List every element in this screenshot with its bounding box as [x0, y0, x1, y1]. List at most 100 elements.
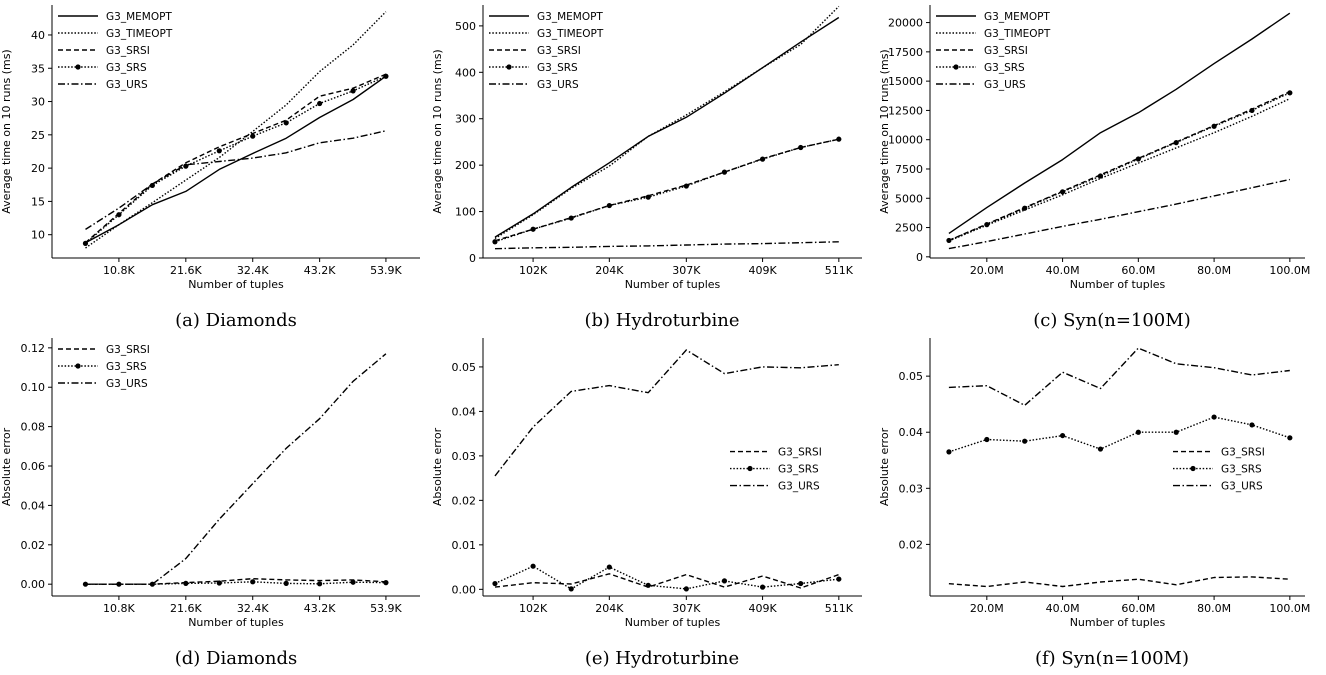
series-line-g3_memopt: [948, 12, 1291, 234]
x-tick-label: 409K: [748, 602, 777, 615]
data-point-g3_srs: [492, 580, 498, 587]
legend-label: G3_MEMOPT: [537, 11, 603, 23]
x-tick-label: 53.9K: [370, 602, 402, 615]
x-tick-label: 204K: [595, 264, 624, 277]
data-point-g3_srs: [1287, 90, 1293, 96]
x-tick-label: 100.0M: [1269, 264, 1310, 277]
legend-label: G3_URS: [106, 378, 148, 390]
x-tick-label: 307K: [672, 602, 701, 615]
y-tick-label: 7500: [895, 163, 923, 176]
data-point-g3_srs: [383, 73, 389, 79]
legend-label: G3_MEMOPT: [984, 11, 1050, 23]
y-tick-label: 200: [455, 159, 476, 172]
data-point-g3_srs: [1022, 438, 1028, 444]
legend-marker: [1190, 465, 1196, 472]
y-tick-label: 10: [31, 229, 45, 242]
y-tick-label: 0.00: [452, 583, 477, 596]
data-point-g3_srs: [984, 222, 990, 228]
y-tick-label: 0.02: [899, 538, 924, 551]
data-point-g3_srs: [721, 169, 728, 175]
panel-b: 0 100 200 300 400 500 102K 204K 307K 409K 511K Numb…: [431, 5, 862, 331]
y-tick-label: 20000: [888, 17, 923, 30]
panel-caption: (d) Diamonds: [175, 648, 297, 669]
x-tick-label: 307K: [672, 264, 701, 277]
series-line-g3_memopt: [85, 75, 387, 244]
legend-label: G3_SRS: [106, 361, 147, 373]
y-tick-label: 0.02: [452, 494, 477, 507]
data-point-g3_srs: [984, 436, 990, 443]
data-point-g3_srs: [683, 586, 689, 592]
legend-label: G3_URS: [106, 79, 148, 91]
data-point-g3_srs: [836, 136, 842, 142]
data-point-g3_srs: [383, 580, 389, 586]
data-point-g3_srs: [836, 576, 842, 582]
data-point-g3_srs: [1022, 205, 1028, 211]
y-tick-label: 300: [455, 113, 476, 126]
data-point-g3_srs: [82, 240, 89, 246]
series-line-g3_timeopt: [85, 11, 387, 249]
legend-label: G3_URS: [537, 79, 579, 91]
y-tick-label: 0.10: [21, 381, 46, 394]
y-tick-label: 12500: [888, 104, 923, 117]
legend-label: G3_URS: [1221, 481, 1263, 493]
data-point-g3_srs: [606, 202, 612, 209]
legend-label: G3_SRSI: [106, 45, 150, 57]
x-tick-label: 10.8K: [103, 602, 135, 615]
x-tick-label: 32.4K: [237, 264, 269, 277]
y-tick-label: 0.08: [21, 421, 46, 434]
series-line-g3_srs: [85, 75, 387, 244]
x-tick-label: 43.2K: [304, 602, 336, 615]
y-tick-label: 0.03: [452, 450, 477, 463]
x-tick-label: 32.4K: [237, 602, 269, 615]
series-line-g3_srs: [494, 138, 839, 243]
legend-label: G3_URS: [778, 481, 820, 493]
x-tick-label: 100.0M: [1269, 602, 1310, 615]
y-tick-label: 100: [455, 206, 476, 219]
y-tick-label: 0: [916, 251, 923, 264]
data-point-g3_srs: [1097, 173, 1104, 179]
data-point-g3_srs: [250, 133, 256, 139]
data-point-g3_srs: [1249, 422, 1255, 428]
data-point-g3_srs: [283, 580, 289, 586]
data-point-g3_srs: [1097, 446, 1104, 452]
x-tick-label: 80.0M: [1197, 264, 1231, 277]
panel-c: 0 2500 5000 7500 10000 12500 15000 17500 20000 20…: [878, 5, 1310, 331]
x-tick-label: 511K: [825, 602, 854, 615]
data-point-g3_srs: [1135, 156, 1141, 162]
legend-marker: [953, 64, 959, 70]
x-tick-label: 40.0M: [1046, 602, 1080, 615]
data-point-g3_srs: [946, 449, 952, 455]
legend-label: G3_SRS: [106, 62, 147, 74]
series-line-g3_srsi: [948, 576, 1290, 588]
legend-marker: [75, 363, 81, 369]
x-tick-label: 102K: [519, 602, 548, 615]
data-point-g3_srs: [1249, 107, 1255, 114]
data-point-g3_srs: [1211, 123, 1217, 129]
data-point-g3_srs: [798, 580, 804, 587]
panel-caption: (a) Diamonds: [175, 310, 297, 331]
legend-label: G3_URS: [984, 79, 1026, 91]
legend-label: G3_TIMEOPT: [984, 28, 1051, 40]
legend: G3_SRSI G3_SRS G3_URS: [1173, 447, 1265, 493]
y-axis-label: Average time on 10 runs (ms): [878, 49, 891, 213]
series-line-g3_timeopt: [948, 98, 1291, 242]
data-point-g3_srs: [216, 148, 222, 154]
x-tick-label: 60.0M: [1121, 602, 1155, 615]
x-tick-label: 40.0M: [1046, 264, 1080, 277]
y-axis-label: Absolute error: [431, 427, 444, 506]
data-point-g3_srs: [645, 194, 651, 200]
y-tick-label: 25: [31, 129, 45, 142]
data-point-g3_srs: [568, 586, 574, 592]
data-point-g3_srs: [183, 163, 189, 169]
x-tick-label: 20.0M: [970, 264, 1004, 277]
panel-e: 0.00 0.01 0.02 0.03 0.04 0.05 102K 204K 307K 409K…: [431, 338, 862, 669]
data-point-g3_srs: [116, 212, 122, 218]
data-point-g3_srs: [759, 584, 766, 590]
data-point-g3_srs: [350, 579, 356, 585]
series-line-g3_timeopt: [494, 5, 840, 240]
y-tick-label: 17500: [888, 46, 923, 59]
y-tick-label: 0.05: [452, 361, 477, 374]
y-tick-label: 0: [469, 252, 476, 265]
legend-label: G3_SRSI: [537, 45, 581, 57]
y-axis-label: Average time on 10 runs (ms): [431, 49, 444, 213]
